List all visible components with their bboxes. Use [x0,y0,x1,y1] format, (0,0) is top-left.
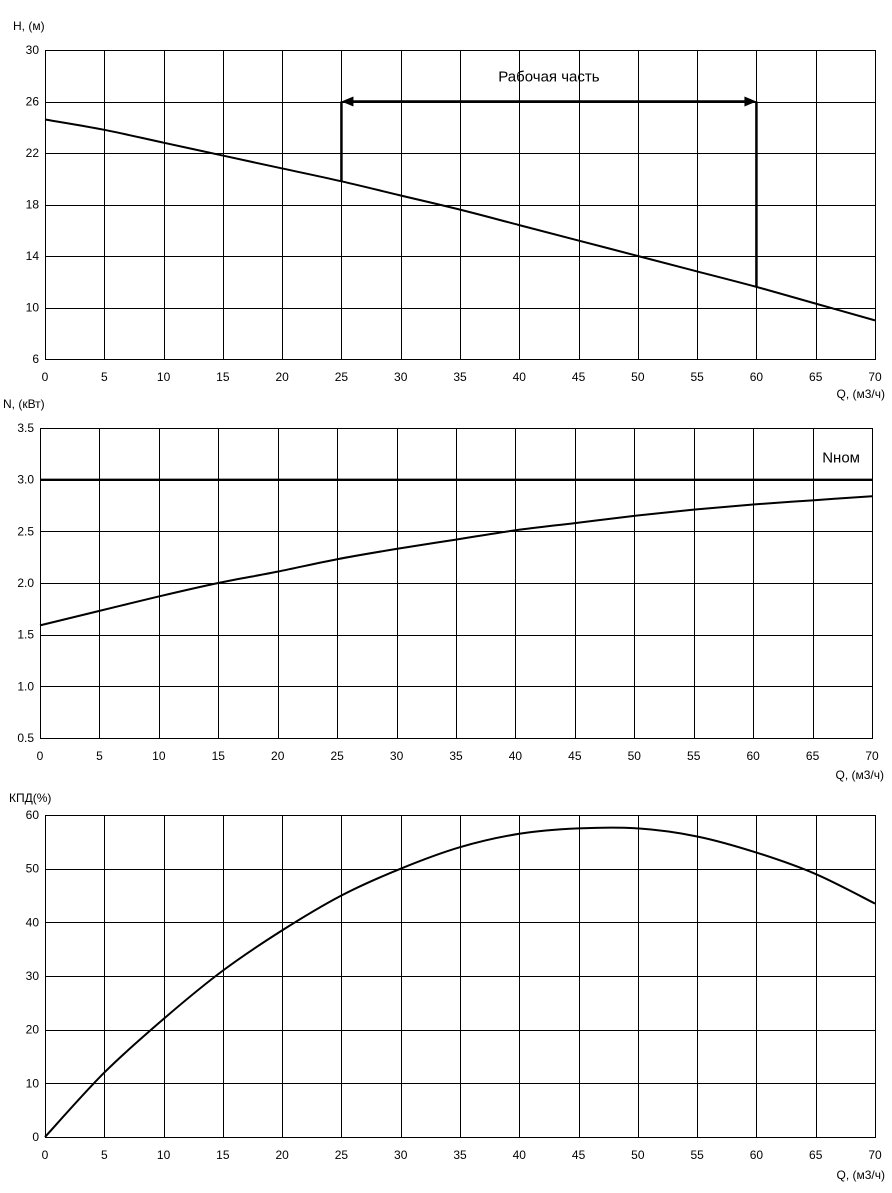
y-tick-label: 0.5 [17,731,34,745]
y-tick-label: 30 [26,43,40,57]
series-line [44,118,876,322]
x-tick-label: 5 [96,749,103,763]
y-tick-label: 3.5 [17,421,34,435]
x-tick-label: 30 [394,370,408,384]
plot-frame [45,815,876,1138]
x-tick-label: 35 [453,370,467,384]
x-tick-label: 55 [690,1148,704,1162]
y-tick-label: 60 [26,808,40,822]
power-chart: 0 5 10 15 20 25 30 35 40 45 50 55 60 65 70 0.5 1.0 1.5 2.0… [3,397,884,782]
series-line [39,495,873,627]
y-tick-label: 50 [26,862,40,876]
y-tick-label: 3.0 [17,473,34,487]
range-arrow-head-right [744,96,757,107]
y-tick-label: 18 [26,198,40,212]
x-tick-label: 65 [809,370,823,384]
x-tick-label: 35 [449,749,463,763]
y-tick-label: 30 [26,969,40,983]
x-tick-label: 60 [750,1148,764,1162]
x-tick-label: 40 [509,749,523,763]
plot-frame [40,428,873,739]
x-tick-label: 10 [157,1148,171,1162]
x-tick-label: 15 [212,749,226,763]
head-chart: 0 5 10 15 20 25 30 35 40 45 50 55 60 65 70 6 10 14 18 22 26 3… [13,19,885,401]
x-tick-label: 70 [865,749,879,763]
x-tick-label: 25 [335,370,349,384]
efficiency-chart: 0 5 10 15 20 25 30 35 40 45 50 55 60 65 70 0 10 20 30 40 50 6… [9,791,885,1182]
series-line [44,826,876,1138]
x-tick-label: 65 [809,1148,823,1162]
x-tick-label: 5 [101,1148,108,1162]
x-tick-label: 50 [631,370,645,384]
x-tick-label: 20 [275,370,289,384]
x-tick-label: 15 [216,370,230,384]
x-tick-label: 30 [394,1148,408,1162]
x-tick-label: 35 [453,1148,467,1162]
x-tick-label: 20 [275,1148,289,1162]
y-tick-label: 22 [26,146,40,160]
x-tick-label: 40 [513,370,527,384]
x-axis-label: Q, (м3/ч) [836,387,885,401]
x-tick-label: 15 [216,1148,230,1162]
x-tick-label: 20 [271,749,285,763]
y-tick-label: 1.5 [17,628,34,642]
x-tick-label: 55 [690,370,704,384]
x-tick-label: 0 [42,370,49,384]
x-tick-label: 60 [746,749,760,763]
range-arrow-head-left [341,96,354,107]
y-axis-label: H, (м) [13,19,45,33]
x-tick-label: 45 [572,1148,586,1162]
x-tick-label: 10 [157,370,171,384]
x-axis-label: Q, (м3/ч) [835,768,884,782]
x-tick-label: 30 [390,749,404,763]
y-tick-label: 1.0 [17,679,34,693]
y-tick-label: 6 [32,352,39,366]
x-tick-label: 50 [631,1148,645,1162]
y-tick-label: 26 [26,95,40,109]
y-axis-label: N, (кВт) [3,397,45,411]
y-tick-label: 2.5 [17,524,34,538]
x-axis-label: Q, (м3/ч) [836,1168,885,1182]
y-tick-label: 10 [26,1076,40,1090]
plot-frame [45,50,876,360]
y-tick-label: 40 [26,915,40,929]
x-tick-label: 60 [750,370,764,384]
y-tick-label: 20 [26,1023,40,1037]
x-tick-label: 25 [330,749,344,763]
x-tick-label: 55 [687,749,701,763]
x-tick-label: 45 [568,749,582,763]
y-tick-label: 10 [26,301,40,315]
x-tick-label: 40 [513,1148,527,1162]
y-axis-label: КПД(%) [9,791,51,805]
x-tick-label: 70 [868,370,882,384]
x-tick-label: 10 [152,749,166,763]
y-tick-label: 14 [26,249,40,263]
x-tick-label: 65 [806,749,820,763]
y-tick-label: 2.0 [17,576,34,590]
x-tick-label: 5 [101,370,108,384]
series-label: Nном [822,450,860,467]
x-tick-label: 25 [335,1148,349,1162]
x-tick-label: 0 [37,749,44,763]
range-annotation-label: Рабочая часть [498,69,599,86]
x-tick-label: 45 [572,370,586,384]
x-tick-label: 50 [628,749,642,763]
x-tick-label: 0 [42,1148,49,1162]
y-tick-label: 0 [32,1130,39,1144]
x-tick-label: 70 [868,1148,882,1162]
